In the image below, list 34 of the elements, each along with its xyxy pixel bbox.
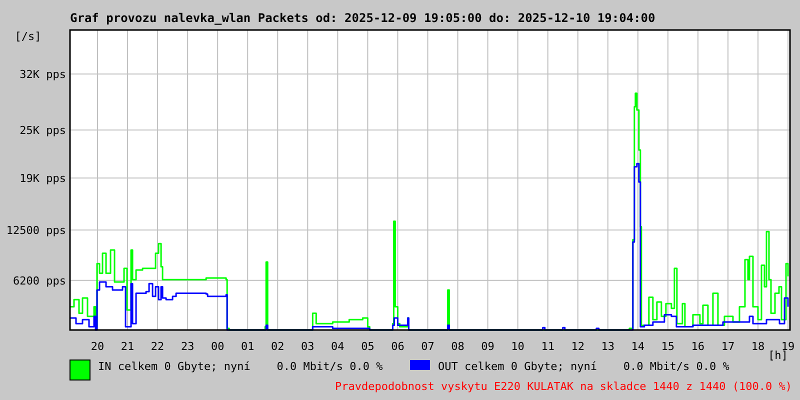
y-axis-title: [/s] (14, 30, 42, 43)
x-tick-label: 18 (751, 340, 765, 353)
x-tick-label: 22 (150, 340, 164, 353)
x-tick-label: 07 (421, 340, 434, 353)
x-tick-label: 16 (691, 340, 705, 353)
x-tick-label: 17 (721, 340, 735, 353)
x-tick-label: 00 (210, 340, 224, 353)
legend-label: OUT celkem 0 Gbyte; nyní 0.0 Mbit/s 0.0 % (438, 360, 730, 373)
chart-title: Graf provozu nalevka_wlan Packets od: 2025-12-09 19:05:00 do: 2025-12-10 19:04:00 (70, 11, 656, 25)
x-tick-label: 04 (331, 340, 345, 353)
y-tick-label: 19K pps (20, 172, 66, 185)
x-tick-label: 23 (180, 340, 194, 353)
y-tick-label: 32K pps (20, 68, 66, 81)
x-tick-label: 20 (90, 340, 104, 353)
x-tick-label: 21 (120, 340, 134, 353)
x-tick-label: 06 (391, 340, 404, 353)
x-tick-label: 12 (571, 340, 584, 353)
x-tick-label: 08 (451, 340, 464, 353)
x-tick-label: 02 (271, 340, 284, 353)
x-tick-label: 09 (481, 340, 494, 353)
x-tick-label: 03 (301, 340, 314, 353)
x-tick-label: 13 (601, 340, 614, 353)
x-tick-label: 01 (241, 340, 254, 353)
y-tick-label: 25K pps (20, 124, 66, 137)
text: Pravdepodobnost vyskytu E220 KULATAK na skladce 1440 z 1440 (100.0 %) (335, 380, 792, 393)
x-tick-label: 14 (631, 340, 645, 353)
x-tick-label: 05 (361, 340, 374, 353)
y-tick-label: 6200 pps (13, 274, 66, 288)
legend-label: IN celkem 0 Gbyte; nyní 0.0 Mbit/s 0.0 % (98, 360, 384, 373)
x-tick-label: 11 (541, 340, 554, 353)
x-axis-title: [h] (768, 349, 788, 362)
x-tick-label: 15 (661, 340, 675, 353)
x-tick-label: 10 (511, 340, 524, 353)
y-tick-label: 12500 pps (6, 224, 66, 237)
